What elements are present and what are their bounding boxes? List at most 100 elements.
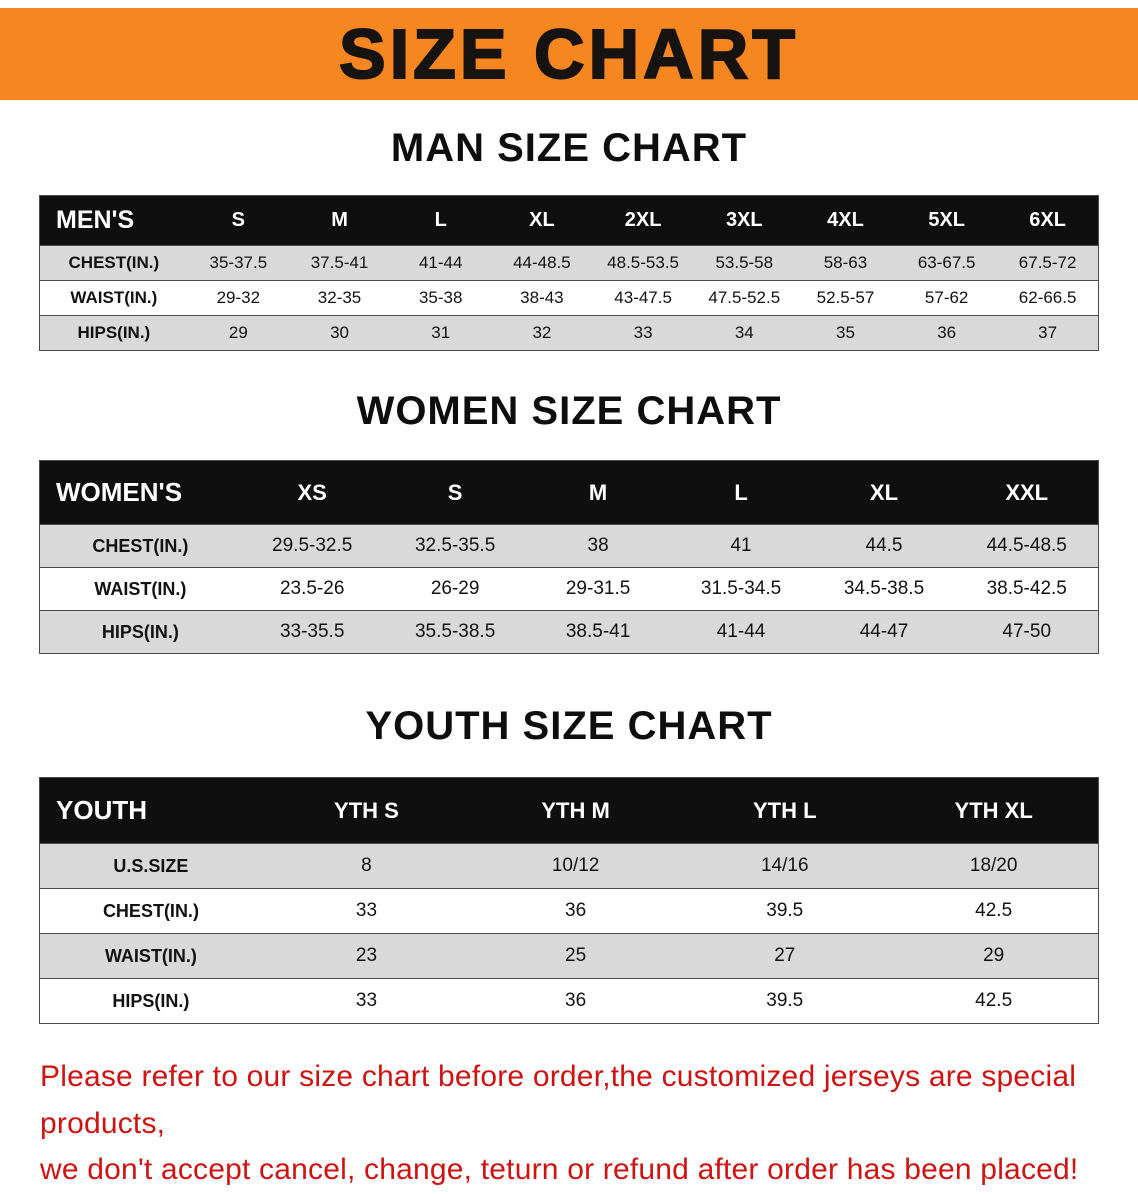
value-cell: 32.5-35.5 <box>383 524 527 568</box>
table-row: U.S.SIZE 8 10/12 14/16 18/20 <box>39 843 1099 889</box>
row-label-cell: U.S.SIZE <box>39 843 262 889</box>
table-row: HIPS(IN.) 33 36 39.5 42.5 <box>39 978 1099 1024</box>
value-cell: 36 <box>471 888 681 934</box>
value-cell: 58-63 <box>794 245 897 281</box>
size-header-cell: L <box>390 195 492 246</box>
value-cell: 34 <box>693 315 795 351</box>
value-cell: 53.5-58 <box>693 245 795 281</box>
table-row: WAIST(IN.) 23.5-26 26-29 29-31.5 31.5-34.5 34… <box>39 567 1099 611</box>
table-title-cell: WOMEN'S <box>39 460 241 525</box>
size-header-cell: 6XL <box>997 195 1099 246</box>
value-cell: 62-66.5 <box>997 280 1099 316</box>
value-cell: 63-67.5 <box>896 245 998 281</box>
value-cell: 38.5-41 <box>526 610 670 654</box>
table-row: HIPS(IN.) 33-35.5 35.5-38.5 38.5-41 41-44 44-… <box>39 610 1099 654</box>
value-cell: 10/12 <box>471 843 681 889</box>
value-cell: 23.5-26 <box>240 567 384 611</box>
value-cell: 37 <box>997 315 1099 351</box>
size-header-cell: 5XL <box>896 195 998 246</box>
size-header-cell: M <box>526 460 670 525</box>
value-cell: 33 <box>592 315 694 351</box>
value-cell: 33 <box>261 978 472 1024</box>
size-header-cell: XS <box>240 460 384 525</box>
row-label-cell: CHEST(IN.) <box>39 524 241 568</box>
value-cell: 41-44 <box>390 245 492 281</box>
value-cell: 39.5 <box>680 978 890 1024</box>
value-cell: 32-35 <box>288 280 391 316</box>
value-cell: 35 <box>794 315 897 351</box>
row-label-cell: CHEST(IN.) <box>39 245 188 281</box>
value-cell: 29 <box>889 933 1099 979</box>
value-cell: 33 <box>261 888 472 934</box>
value-cell: 39.5 <box>680 888 890 934</box>
value-cell: 47.5-52.5 <box>693 280 795 316</box>
value-cell: 29-31.5 <box>526 567 670 611</box>
value-cell: 31 <box>390 315 492 351</box>
value-cell: 31.5-34.5 <box>669 567 813 611</box>
value-cell: 38-43 <box>491 280 593 316</box>
value-cell: 48.5-53.5 <box>592 245 694 281</box>
table-header-row: YOUTH YTH S YTH M YTH L YTH XL <box>39 777 1099 844</box>
row-label-cell: WAIST(IN.) <box>39 933 262 979</box>
size-header-cell: 3XL <box>693 195 795 246</box>
row-label-cell: HIPS(IN.) <box>39 315 188 351</box>
value-cell: 38 <box>526 524 670 568</box>
table-title-cell: MEN'S <box>39 195 188 246</box>
row-label-cell: WAIST(IN.) <box>39 567 241 611</box>
youth-size-section: YOUTH SIZE CHART YOUTH YTH S YTH M YTH L YTH… <box>0 704 1138 1024</box>
value-cell: 37.5-41 <box>288 245 391 281</box>
women-size-section: WOMEN SIZE CHART WOMEN'S XS S M L XL XXL CHEST(… <box>0 389 1138 654</box>
value-cell: 35-37.5 <box>187 245 289 281</box>
size-header-cell: S <box>187 195 289 246</box>
value-cell: 26-29 <box>383 567 527 611</box>
table-row: WAIST(IN.) 23 25 27 29 <box>39 933 1099 979</box>
value-cell: 42.5 <box>889 978 1099 1024</box>
row-label-cell: HIPS(IN.) <box>39 610 241 654</box>
value-cell: 14/16 <box>680 843 890 889</box>
value-cell: 25 <box>471 933 681 979</box>
youth-section-heading: YOUTH SIZE CHART <box>365 704 773 748</box>
value-cell: 44-47 <box>812 610 956 654</box>
footer-note-line-2: we don't accept cancel, change, teturn o… <box>40 1153 1079 1186</box>
table-title-cell: YOUTH <box>39 777 262 844</box>
value-cell: 41 <box>669 524 813 568</box>
value-cell: 32 <box>491 315 593 351</box>
value-cell: 29-32 <box>187 280 289 316</box>
banner: SIZE CHART <box>0 8 1138 100</box>
value-cell: 44.5 <box>812 524 956 568</box>
value-cell: 43-47.5 <box>592 280 694 316</box>
women-size-table: WOMEN'S XS S M L XL XXL CHEST(IN.) 29.5-32.5 32.5… <box>39 460 1099 654</box>
size-header-cell: YTH L <box>680 777 890 844</box>
men-size-section: MAN SIZE CHART MEN'S S M L XL 2XL 3XL 4XL 5XL 6XL… <box>0 126 1138 351</box>
men-size-table: MEN'S S M L XL 2XL 3XL 4XL 5XL 6XL CHEST(IN.) 35-37… <box>39 195 1099 351</box>
size-chart-page: SIZE CHART MAN SIZE CHART MEN'S S M L XL 2XL 3… <box>0 8 1138 1186</box>
banner-title: SIZE CHART <box>338 14 799 94</box>
value-cell: 30 <box>288 315 391 351</box>
table-header-row: MEN'S S M L XL 2XL 3XL 4XL 5XL 6XL <box>39 195 1099 246</box>
table-row: CHEST(IN.) 33 36 39.5 42.5 <box>39 888 1099 934</box>
table-header-row: WOMEN'S XS S M L XL XXL <box>39 460 1099 525</box>
value-cell: 38.5-42.5 <box>955 567 1099 611</box>
value-cell: 33-35.5 <box>240 610 384 654</box>
value-cell: 8 <box>261 843 472 889</box>
table-row: HIPS(IN.) 29 30 31 32 33 34 35 36 37 <box>39 315 1099 351</box>
value-cell: 29.5-32.5 <box>240 524 384 568</box>
size-header-cell: XL <box>491 195 593 246</box>
size-header-cell: XXL <box>955 460 1099 525</box>
women-section-heading: WOMEN SIZE CHART <box>356 389 782 433</box>
men-section-heading: MAN SIZE CHART <box>390 126 748 170</box>
size-header-cell: YTH XL <box>889 777 1099 844</box>
value-cell: 44.5-48.5 <box>955 524 1099 568</box>
value-cell: 42.5 <box>889 888 1099 934</box>
value-cell: 34.5-38.5 <box>812 567 956 611</box>
value-cell: 35.5-38.5 <box>383 610 527 654</box>
footer-note: Please refer to our size chart before or… <box>40 1054 1100 1194</box>
value-cell: 52.5-57 <box>794 280 897 316</box>
value-cell: 57-62 <box>896 280 998 316</box>
value-cell: 18/20 <box>889 843 1099 889</box>
youth-size-table: YOUTH YTH S YTH M YTH L YTH XL U.S.SIZE 8 10/12… <box>39 777 1099 1024</box>
size-header-cell: YTH S <box>261 777 472 844</box>
size-header-cell: S <box>383 460 527 525</box>
table-row: CHEST(IN.) 29.5-32.5 32.5-35.5 38 41 44.5 44.5… <box>39 524 1099 568</box>
size-header-cell: L <box>669 460 813 525</box>
